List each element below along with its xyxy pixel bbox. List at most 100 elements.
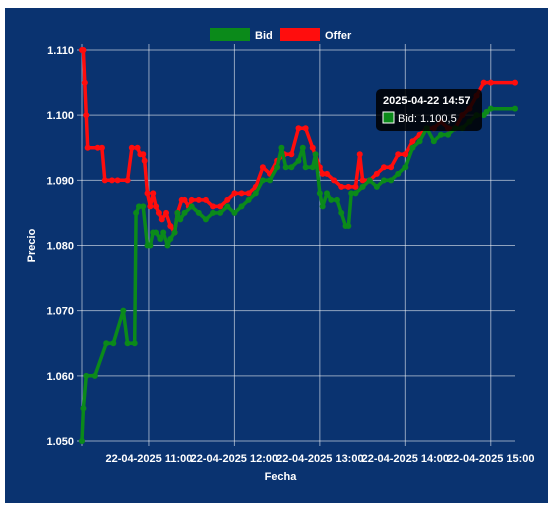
data-point-bid: [267, 177, 274, 184]
y-tick-label: 1.100: [46, 110, 74, 122]
y-axis-title: Precio: [26, 228, 38, 262]
data-point-bid: [366, 177, 373, 184]
data-point-bid: [274, 164, 281, 171]
data-point-offer: [94, 144, 101, 151]
data-point-offer: [309, 144, 316, 151]
x-axis-title: Fecha: [265, 471, 298, 483]
tooltip-box: [376, 89, 482, 131]
x-tick-label: 22-04-2025 11:00: [106, 453, 193, 465]
data-point-offer: [388, 164, 395, 171]
data-point-offer: [245, 190, 252, 197]
data-point-bid: [83, 372, 90, 379]
data-point-bid: [319, 203, 326, 210]
data-point-bid: [395, 170, 402, 177]
data-point-offer: [217, 203, 224, 210]
data-point-bid: [259, 177, 266, 184]
data-point-bid: [245, 196, 252, 203]
data-point-offer: [202, 196, 209, 203]
data-point-offer: [128, 144, 135, 151]
data-point-offer: [80, 47, 87, 53]
data-point-offer: [153, 203, 160, 210]
data-point-offer: [101, 177, 108, 184]
data-point-offer: [144, 190, 151, 197]
data-point-bid: [181, 209, 188, 216]
data-point-bid: [231, 209, 238, 216]
data-point-offer: [140, 151, 147, 158]
y-tick-label: 1.110: [47, 45, 74, 57]
data-point-bid: [402, 164, 409, 171]
data-point-bid: [131, 340, 138, 347]
y-tick-label: 1.060: [46, 371, 74, 383]
data-point-bid: [312, 151, 319, 158]
data-point-bid: [120, 307, 127, 314]
data-point-offer: [83, 112, 90, 119]
data-point-bid: [328, 196, 335, 203]
data-point-bid: [416, 138, 423, 145]
data-point-offer: [195, 196, 202, 203]
data-point-bid: [171, 229, 178, 236]
data-point-bid: [282, 164, 289, 171]
data-point-bid: [512, 105, 518, 112]
legend-label-offer: Offer: [325, 30, 352, 42]
data-point-bid: [388, 177, 395, 184]
price-line-chart[interactable]: 1.050 1.060 1.070 1.080 1.090 1.100 1.110 22-04…: [5, 8, 548, 503]
data-point-offer: [338, 183, 345, 190]
legend-label-bid: Bid: [255, 30, 273, 42]
data-point-offer: [150, 190, 157, 197]
data-point-offer: [108, 177, 115, 184]
data-point-offer: [487, 79, 494, 86]
data-point-offer: [210, 203, 217, 210]
data-point-offer: [288, 151, 295, 158]
data-point-offer: [155, 209, 162, 216]
data-point-bid: [333, 196, 340, 203]
data-point-offer: [124, 177, 131, 184]
data-point-offer: [114, 177, 121, 184]
data-point-bid: [188, 203, 195, 210]
data-point-offer: [181, 196, 188, 203]
data-point-bid: [217, 209, 224, 216]
data-point-offer: [323, 170, 330, 177]
data-point-offer: [81, 79, 88, 86]
data-point-bid: [238, 203, 245, 210]
data-point-offer: [352, 183, 359, 190]
data-point-offer: [238, 190, 245, 197]
data-point-bid: [91, 372, 98, 379]
series-line-offer: [81, 48, 515, 235]
data-point-bid: [110, 340, 117, 347]
data-point-offer: [373, 170, 380, 177]
data-point-offer: [356, 151, 363, 158]
data-point-bid: [316, 190, 323, 197]
data-point-bid: [133, 209, 140, 216]
data-point-offer: [480, 79, 487, 86]
data-point-bid: [409, 144, 416, 151]
data-point-offer: [380, 164, 387, 171]
data-point-offer: [302, 125, 309, 132]
data-point-bid: [140, 203, 147, 210]
data-point-offer: [188, 196, 195, 203]
data-point-offer: [259, 164, 266, 171]
x-tick-label: 22-04-2025 15:00: [447, 453, 534, 465]
data-point-bid: [147, 242, 154, 249]
data-point-offer: [402, 151, 409, 158]
data-point-bid: [135, 203, 142, 210]
tooltip-label: Bid: 1.100,5: [398, 113, 457, 125]
y-tick-label: 1.070: [46, 306, 74, 318]
data-point-bid: [345, 222, 352, 229]
data-point-offer: [512, 79, 518, 86]
data-point-bid: [487, 105, 494, 112]
data-point-bid: [338, 209, 345, 216]
legend-swatch-offer: [280, 28, 320, 41]
data-point-bid: [195, 209, 202, 216]
data-point-offer: [141, 157, 148, 164]
data-point-bid: [373, 183, 380, 190]
data-point-bid: [309, 164, 316, 171]
data-point-bid: [437, 131, 444, 138]
data-point-bid: [299, 144, 306, 151]
y-tick-label: 1.090: [46, 175, 74, 187]
data-point-bid: [352, 190, 359, 197]
data-point-bid: [295, 157, 302, 164]
data-point-bid: [430, 138, 437, 145]
data-point-offer: [134, 144, 141, 151]
data-point-bid: [174, 209, 181, 216]
chart-panel: 1.050 1.060 1.070 1.080 1.090 1.100 1.110 22-04…: [5, 8, 548, 503]
